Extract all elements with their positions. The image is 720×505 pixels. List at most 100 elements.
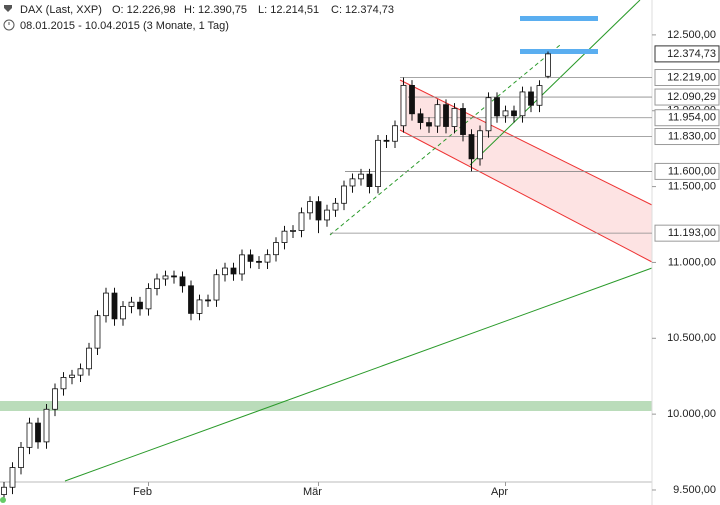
title: DAX (Last, XXP): [20, 4, 102, 16]
candle-body: [86, 347, 92, 370]
candle-body: [256, 260, 262, 263]
candle-body: [349, 178, 356, 187]
status-dot: [0, 497, 6, 503]
candle-body: [358, 173, 364, 180]
candle-body: [9, 467, 16, 488]
candle-body: [468, 134, 475, 160]
candle-body: [417, 113, 424, 123]
candle-body: [324, 209, 330, 221]
candle-body: [94, 315, 101, 349]
candle-body: [298, 212, 305, 231]
period-text: 08.01.2015 - 10.04.2015 (3 Monate, 1 Tag…: [20, 20, 229, 32]
candle-body: [1, 486, 7, 495]
candle-body: [341, 185, 347, 204]
candle-body: [315, 201, 322, 221]
target-bar: [520, 16, 598, 21]
level-label: 11.830,00: [668, 130, 716, 142]
trend-line-dashed: [329, 44, 561, 236]
candle-body: [137, 301, 143, 310]
icon: [4, 5, 12, 12]
candle-body: [35, 422, 41, 443]
x-tick-label: Apr: [491, 486, 508, 498]
candle-body: [52, 388, 58, 410]
candle-body: [222, 267, 228, 276]
y-tick-label: 11.000,00: [668, 256, 716, 268]
candle-body: [366, 173, 373, 187]
candle-body: [434, 104, 441, 127]
plot: [1, 51, 652, 502]
level-label: 12.219,00: [667, 71, 716, 83]
candle-body: [205, 299, 211, 302]
candle-body: [77, 368, 84, 376]
y-tick-label: 9.500,00: [673, 484, 716, 496]
candle-body: [485, 97, 492, 132]
candle-body: [477, 130, 483, 160]
candle-body: [18, 446, 24, 468]
candle-body: [443, 104, 449, 127]
candle-body: [392, 125, 398, 142]
y-tick-label: 12.500,00: [667, 29, 716, 41]
trend-line: [64, 267, 653, 482]
candle-body: [409, 85, 415, 115]
candle-body: [460, 108, 466, 135]
candle-body: [111, 292, 118, 320]
candle-body: [171, 275, 177, 278]
candle-body: [120, 306, 126, 320]
candle-body: [60, 377, 67, 390]
level-box: [654, 128, 720, 146]
candle-body: [26, 422, 33, 448]
y-tick-label: 10.000,00: [667, 408, 716, 420]
level-box: [654, 88, 720, 106]
channel-line: [399, 129, 653, 263]
last-price-label: 12.374,73: [667, 48, 716, 60]
icon: [3, 19, 15, 31]
candle-body: [179, 276, 186, 287]
target-bar: [520, 49, 598, 54]
level-label: 11.954,00: [668, 112, 716, 124]
level-label: 11.193,00: [668, 227, 716, 239]
candle-body: [188, 285, 194, 314]
candle-body: [162, 275, 169, 280]
x-tick-label: Feb: [133, 486, 152, 498]
level-box: [654, 109, 720, 127]
open-text: O: 12.226,98: [112, 4, 176, 16]
candle-body: [145, 288, 152, 310]
level-box: [654, 69, 720, 87]
y-tick-label: 11.500,00: [668, 180, 716, 192]
candle-body: [281, 230, 288, 243]
level-box: [654, 224, 720, 242]
x-tick-label: Mär: [303, 486, 322, 498]
candle-body: [400, 85, 407, 127]
candle-body: [332, 202, 339, 211]
candle-body: [43, 408, 50, 443]
level-box: [654, 162, 720, 180]
candle-body: [511, 110, 517, 117]
candle-body: [196, 299, 203, 314]
low-text: L: 12.214,51: [258, 4, 319, 16]
candle-body: [213, 274, 220, 301]
y-tick-label: 10.500,00: [667, 332, 716, 344]
candle-body: [69, 374, 75, 378]
candle-body: [426, 122, 432, 127]
candle-body: [307, 201, 313, 214]
trend-line: [469, 0, 641, 166]
channel-line: [399, 79, 653, 206]
candle-body: [273, 242, 279, 256]
candle-body: [528, 91, 534, 106]
candle-body: [545, 53, 551, 77]
close-text: C: 12.374,73: [331, 4, 394, 16]
level-label: 12.090,29: [667, 91, 716, 103]
candle-body: [128, 301, 135, 307]
candle-body: [230, 267, 237, 275]
candle-body: [383, 139, 390, 142]
candle-body: [519, 91, 526, 117]
support-band: [0, 401, 652, 411]
candle-body: [502, 110, 509, 117]
candle-body: [239, 254, 245, 275]
candle-body: [154, 278, 160, 289]
level-label: 11.600,00: [668, 165, 716, 177]
last-price-box: [654, 45, 720, 63]
candle-body: [103, 292, 109, 317]
candle-body: [290, 230, 296, 232]
